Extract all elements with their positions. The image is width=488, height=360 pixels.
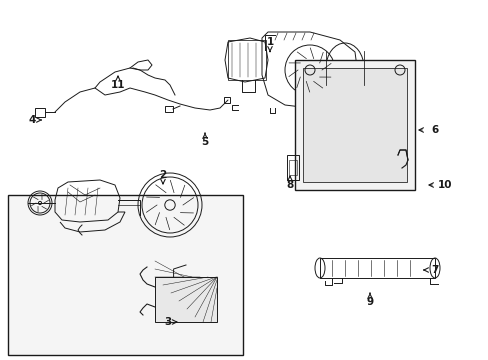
Bar bbox=[286, 155, 298, 180]
Text: 10: 10 bbox=[437, 180, 451, 190]
Bar bbox=[294, 60, 414, 190]
Text: 1: 1 bbox=[266, 37, 273, 47]
Text: 7: 7 bbox=[430, 265, 438, 275]
Text: 11: 11 bbox=[110, 80, 125, 90]
Bar bbox=[224, 97, 229, 103]
Bar bbox=[155, 277, 217, 322]
Bar bbox=[8, 195, 243, 355]
Bar bbox=[319, 258, 434, 278]
Text: 2: 2 bbox=[159, 170, 166, 180]
Bar bbox=[303, 68, 406, 182]
Bar bbox=[35, 108, 45, 117]
Text: 5: 5 bbox=[201, 137, 208, 147]
Text: 3: 3 bbox=[164, 317, 171, 327]
Text: 6: 6 bbox=[430, 125, 438, 135]
Bar bbox=[227, 40, 265, 80]
Text: 8: 8 bbox=[286, 180, 293, 190]
Text: 9: 9 bbox=[366, 297, 373, 307]
Bar bbox=[288, 160, 296, 175]
Bar bbox=[164, 106, 173, 112]
Text: 4: 4 bbox=[28, 115, 36, 125]
